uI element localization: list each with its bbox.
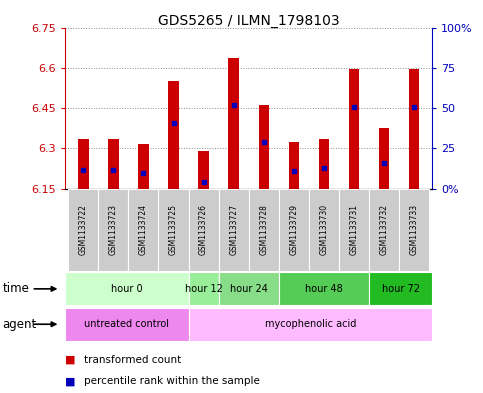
FancyBboxPatch shape <box>279 272 369 305</box>
Text: hour 72: hour 72 <box>382 284 420 294</box>
FancyBboxPatch shape <box>188 308 432 341</box>
FancyBboxPatch shape <box>188 189 219 271</box>
Text: GSM1133729: GSM1133729 <box>289 204 298 255</box>
FancyBboxPatch shape <box>68 189 99 271</box>
FancyBboxPatch shape <box>219 272 279 305</box>
Bar <box>199 151 209 189</box>
FancyBboxPatch shape <box>65 272 188 305</box>
Text: GSM1133728: GSM1133728 <box>259 204 268 255</box>
Bar <box>168 81 179 189</box>
FancyBboxPatch shape <box>309 189 339 271</box>
Bar <box>78 139 88 189</box>
Bar <box>108 139 119 189</box>
Text: ■: ■ <box>65 376 76 386</box>
Text: GSM1133726: GSM1133726 <box>199 204 208 255</box>
Text: percentile rank within the sample: percentile rank within the sample <box>84 376 259 386</box>
Text: GSM1133727: GSM1133727 <box>229 204 238 255</box>
Text: GSM1133732: GSM1133732 <box>380 204 389 255</box>
Bar <box>349 69 359 189</box>
Text: GSM1133722: GSM1133722 <box>79 204 88 255</box>
Text: GSM1133730: GSM1133730 <box>319 204 328 255</box>
FancyBboxPatch shape <box>339 189 369 271</box>
Bar <box>258 105 269 189</box>
FancyBboxPatch shape <box>65 308 188 341</box>
Bar <box>228 59 239 189</box>
Text: agent: agent <box>2 318 37 331</box>
Text: GSM1133725: GSM1133725 <box>169 204 178 255</box>
Text: hour 48: hour 48 <box>305 284 343 294</box>
Bar <box>409 69 420 189</box>
Bar <box>319 139 329 189</box>
FancyBboxPatch shape <box>279 189 309 271</box>
FancyBboxPatch shape <box>369 272 432 305</box>
Bar <box>379 128 389 189</box>
Bar <box>289 141 299 189</box>
FancyBboxPatch shape <box>249 189 279 271</box>
Text: GSM1133733: GSM1133733 <box>410 204 419 255</box>
FancyBboxPatch shape <box>219 189 249 271</box>
FancyBboxPatch shape <box>369 189 399 271</box>
Text: hour 0: hour 0 <box>111 284 142 294</box>
Text: GSM1133723: GSM1133723 <box>109 204 118 255</box>
Text: GDS5265 / ILMN_1798103: GDS5265 / ILMN_1798103 <box>158 14 340 28</box>
Text: transformed count: transformed count <box>84 354 181 365</box>
FancyBboxPatch shape <box>399 189 429 271</box>
Text: ■: ■ <box>65 354 76 365</box>
FancyBboxPatch shape <box>158 189 188 271</box>
FancyBboxPatch shape <box>99 189 128 271</box>
Text: hour 24: hour 24 <box>230 284 268 294</box>
Text: GSM1133724: GSM1133724 <box>139 204 148 255</box>
Bar <box>138 144 149 189</box>
FancyBboxPatch shape <box>128 189 158 271</box>
Text: hour 12: hour 12 <box>185 284 223 294</box>
Text: untreated control: untreated control <box>85 319 170 329</box>
Text: GSM1133731: GSM1133731 <box>350 204 358 255</box>
Text: time: time <box>2 282 29 296</box>
FancyBboxPatch shape <box>188 272 219 305</box>
Text: mycophenolic acid: mycophenolic acid <box>265 319 356 329</box>
